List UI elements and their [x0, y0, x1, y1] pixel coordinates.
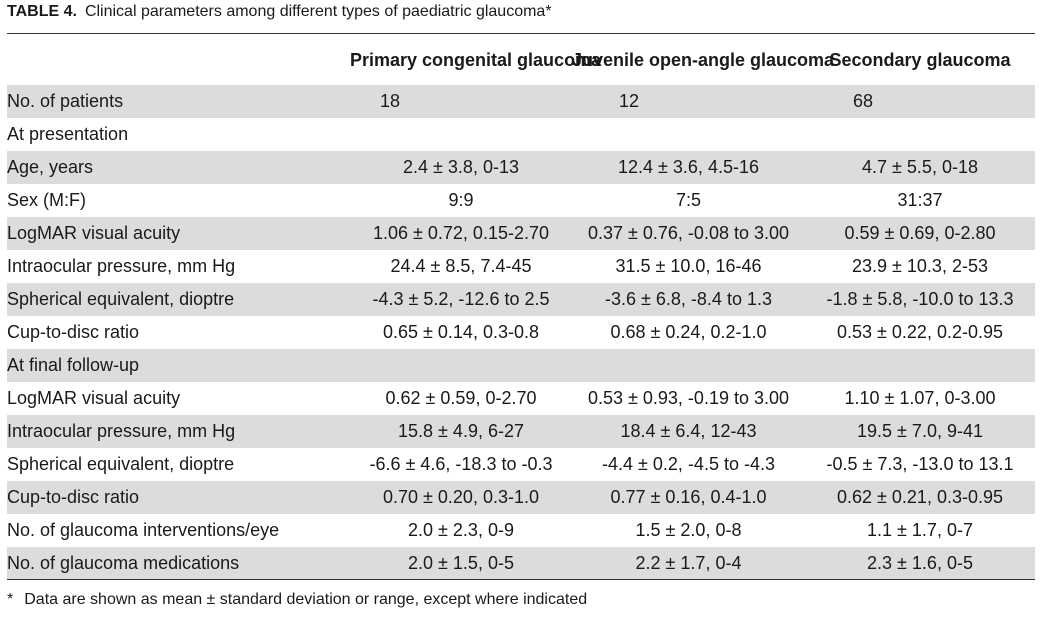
header-row: Primary congenital glaucoma Juvenile ope…: [7, 35, 1035, 85]
table-row: Spherical equivalent, dioptre -6.6 ± 4.6,…: [7, 448, 1035, 481]
table-number: TABLE 4.: [7, 3, 77, 20]
clinical-parameters-table: Primary congenital glaucoma Juvenile ope…: [7, 35, 1035, 580]
cell-value: 2.0 ± 1.5, 0-5: [350, 547, 572, 580]
cell-value: 2.3 ± 1.6, 0-5: [805, 547, 1035, 580]
table-row: Cup-to-disc ratio 0.65 ± 0.14, 0.3-0.8 0.6…: [7, 316, 1035, 349]
row-label: Sex (M:F): [7, 190, 86, 210]
row-label: LogMAR visual acuity: [7, 388, 181, 408]
header-secondary: Secondary glaucoma: [829, 49, 1011, 70]
cell-value: 0.53 ± 0.22, 0.2-0.95: [837, 322, 1003, 342]
section-header-presentation: At presentation: [7, 118, 1035, 151]
cell-value: 0.62 ± 0.21, 0.3-0.95: [805, 481, 1035, 514]
table-row: Age, years 2.4 ± 3.8, 0-13 12.4 ± 3.6, 4.5…: [7, 151, 1035, 184]
footnote-mark: *: [7, 591, 14, 608]
header-blank: [7, 35, 350, 85]
cell-value: 18.4 ± 6.4, 12-43: [572, 415, 805, 448]
table-row: LogMAR visual acuity 1.06 ± 0.72, 0.15-2.…: [7, 217, 1035, 250]
row-label: No. of glaucoma interventions/eye: [7, 520, 280, 540]
table-row: Spherical equivalent, dioptre -4.3 ± 5.2,…: [7, 283, 1035, 316]
cell-value: 0.77 ± 0.16, 0.4-1.0: [572, 481, 805, 514]
table-top-rule: [7, 33, 1035, 34]
cell-value: -0.5 ± 7.3, -13.0 to 13.1: [826, 454, 1014, 474]
cell-value: -3.6 ± 6.8, -8.4 to 1.3: [572, 283, 805, 316]
table-row: Intraocular pressure, mm Hg 24.4 ± 8.5, 7…: [7, 250, 1035, 283]
cell-value: -1.8 ± 5.8, -10.0 to 13.3: [805, 283, 1035, 316]
cell-value: 2.2 ± 1.7, 0-4: [572, 547, 805, 580]
row-label: Spherical equivalent, dioptre: [7, 454, 235, 474]
header-juvenile-open-angle: Juvenile open-angle glaucoma: [572, 49, 835, 70]
cell-value: 15.8 ± 4.9, 6-27: [350, 415, 572, 448]
cell-value: 2.0 ± 2.3, 0-9: [408, 520, 514, 540]
footnote-text: Data are shown as mean ± standard deviat…: [24, 591, 588, 608]
cell-value: 0.59 ± 0.69, 0-2.80: [805, 217, 1035, 250]
cell-value: 2.4 ± 3.8, 0-13: [350, 151, 572, 184]
cell-value: 0.70 ± 0.20, 0.3-1.0: [350, 481, 572, 514]
table-footnote: * Data are shown as mean ± standard devia…: [7, 591, 587, 609]
table-row: Intraocular pressure, mm Hg 15.8 ± 4.9, 6…: [7, 415, 1035, 448]
patients-row: No. of patients 18 12 68: [7, 85, 1035, 118]
row-label: No. of glaucoma medications: [7, 547, 350, 580]
row-label: Age, years: [7, 151, 350, 184]
row-label: Cup-to-disc ratio: [7, 322, 140, 342]
cell-value: 1.06 ± 0.72, 0.15-2.70: [350, 217, 572, 250]
row-label: Cup-to-disc ratio: [7, 481, 350, 514]
cell-value: 23.9 ± 10.3, 2-53: [852, 256, 988, 276]
table-row: Cup-to-disc ratio 0.70 ± 0.20, 0.3-1.0 0.7…: [7, 481, 1035, 514]
cell-value: 1.10 ± 1.07, 0-3.00: [844, 388, 996, 408]
table-caption: TABLE 4. Clinical parameters among differ…: [7, 3, 552, 21]
cell-value: 68: [805, 85, 1035, 118]
row-label: Intraocular pressure, mm Hg: [7, 256, 236, 276]
cell-value: 31.5 ± 10.0, 16-46: [615, 256, 762, 276]
cell-value: 9:9: [448, 190, 474, 210]
cell-value: 19.5 ± 7.0, 9-41: [805, 415, 1035, 448]
cell-value: -4.4 ± 0.2, -4.5 to -4.3: [602, 454, 775, 474]
row-label: LogMAR visual acuity: [7, 217, 350, 250]
table-row: No. of glaucoma medications 2.0 ± 1.5, 0-…: [7, 547, 1035, 580]
table-row: No. of glaucoma interventions/eye 2.0 ± 2…: [7, 514, 1035, 547]
cell-value: 0.62 ± 0.59, 0-2.70: [385, 388, 537, 408]
section-header-final-follow-up: At final follow-up: [7, 349, 1035, 382]
row-label: No. of patients: [7, 85, 350, 118]
table-title: Clinical parameters among different type…: [84, 3, 546, 20]
cell-value: 0.37 ± 0.76, -0.08 to 3.00: [572, 217, 805, 250]
cell-value: 1.5 ± 2.0, 0-8: [635, 520, 742, 540]
header-primary-congenital: Primary congenital glaucoma: [350, 49, 602, 70]
cell-value: 24.4 ± 8.5, 7.4-45: [390, 256, 532, 276]
table-bottom-rule: [7, 579, 1035, 580]
row-label: Intraocular pressure, mm Hg: [7, 415, 350, 448]
cell-value: 0.53 ± 0.93, -0.19 to 3.00: [587, 388, 790, 408]
cell-value: 18: [350, 85, 572, 118]
cell-value: 31:37: [897, 190, 943, 210]
cell-value: 0.68 ± 0.24, 0.2-1.0: [610, 322, 767, 342]
cell-value: 7:5: [675, 190, 702, 210]
cell-value: 0.65 ± 0.14, 0.3-0.8: [383, 322, 539, 342]
cell-value: 12: [572, 85, 805, 118]
section-title: At final follow-up: [7, 349, 1035, 382]
cell-value: -4.3 ± 5.2, -12.6 to 2.5: [350, 283, 572, 316]
section-title: At presentation: [7, 124, 129, 144]
table-row: LogMAR visual acuity 0.62 ± 0.59, 0-2.70 0…: [7, 382, 1035, 415]
table-row: Sex (M:F) 9:9 7:5 31:37: [7, 184, 1035, 217]
cell-value: 12.4 ± 3.6, 4.5-16: [572, 151, 805, 184]
cell-value: 1.1 ± 1.7, 0-7: [867, 520, 973, 540]
row-label: Spherical equivalent, dioptre: [7, 283, 350, 316]
caption-footnote-mark: *: [545, 3, 552, 20]
cell-value: 4.7 ± 5.5, 0-18: [805, 151, 1035, 184]
cell-value: -6.6 ± 4.6, -18.3 to -0.3: [369, 454, 553, 474]
